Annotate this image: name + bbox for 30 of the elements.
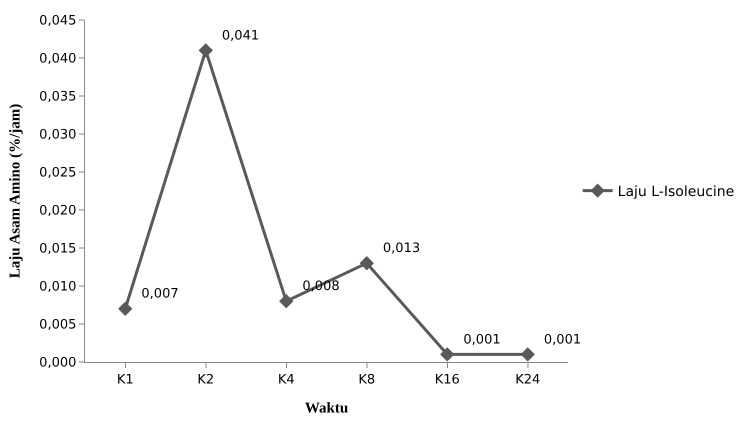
x-tick-label: K16	[434, 372, 460, 388]
y-tick-label: 0,035	[39, 90, 76, 105]
data-label: 0,007	[133, 286, 179, 302]
x-tick-label: K24	[515, 372, 540, 388]
point	[520, 347, 535, 362]
y-tick-label: 0,005	[39, 318, 76, 333]
y-tick-label: 0,020	[39, 204, 76, 219]
y-tick-label: 0,015	[39, 242, 76, 257]
y-tick-label: 0,025	[39, 166, 76, 181]
point	[360, 256, 374, 270]
x-tick-label: K1	[116, 372, 134, 388]
x-tick-label: K2	[197, 372, 214, 388]
y-tick-label: 0,000	[39, 356, 76, 371]
y-axis-title: Laju Asam Amino (%/jam)	[7, 104, 24, 278]
point	[440, 347, 454, 362]
point	[198, 43, 213, 58]
point	[279, 294, 294, 308]
data-label: 0,041	[214, 28, 260, 44]
data-label: 0,001	[536, 332, 582, 348]
y-tick-label: 0,030	[39, 128, 76, 143]
legend-label: Laju L-Isoleucine	[618, 184, 734, 200]
data-label: 0,001	[455, 332, 501, 348]
x-tick-label: K8	[358, 372, 376, 388]
y-tick-label: 0,045	[39, 14, 76, 29]
y-tick-label: 0,040	[39, 52, 76, 67]
data-label: 0,013	[374, 241, 420, 256]
point	[118, 302, 132, 316]
x-tick-label: K4	[278, 372, 295, 388]
y-tick-label: 0,010	[39, 280, 76, 295]
x-axis-title: Waktu	[304, 400, 348, 417]
